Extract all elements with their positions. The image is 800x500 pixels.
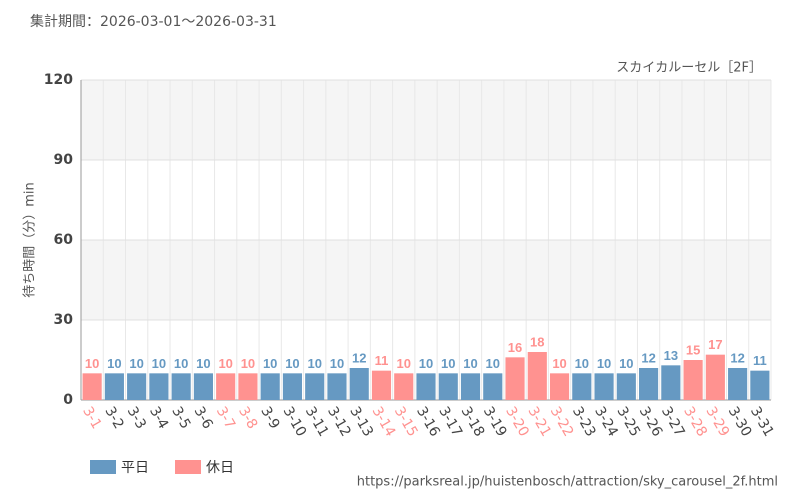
value-label: 10: [597, 356, 611, 371]
value-label: 17: [708, 337, 722, 352]
value-label: 10: [397, 356, 411, 371]
bar: [616, 373, 636, 400]
x-tick-label: 3-3: [124, 404, 149, 432]
x-tick-label: 3-8: [235, 404, 260, 432]
value-label: 10: [463, 356, 477, 371]
bar: [394, 373, 414, 400]
bar: [171, 373, 191, 400]
value-label: 10: [218, 356, 232, 371]
y-tick-label: 120: [44, 72, 73, 88]
bar: [728, 368, 748, 400]
bar: [460, 373, 481, 400]
value-label: 10: [85, 356, 99, 371]
value-label: 10: [129, 356, 143, 371]
legend-label: 休日: [206, 460, 234, 476]
legend-swatch: [90, 460, 116, 474]
bar: [505, 357, 525, 400]
y-tick-label: 0: [63, 392, 73, 408]
value-label: 12: [352, 350, 366, 365]
bar: [305, 373, 325, 400]
value-label: 11: [375, 353, 389, 368]
value-label: 10: [575, 356, 589, 371]
bar: [349, 368, 369, 400]
bar: [572, 373, 592, 400]
bar: [104, 373, 124, 400]
value-label: 13: [664, 348, 678, 363]
y-tick-label: 90: [54, 152, 74, 168]
y-tick-label: 30: [54, 312, 74, 328]
bar: [661, 365, 681, 400]
chart-subtitle: スカイカルーセル［2F］: [616, 61, 762, 76]
bar: [82, 373, 102, 400]
legend-label: 平日: [121, 460, 149, 476]
x-tick-label: 3-9: [257, 404, 282, 432]
value-label: 10: [174, 356, 188, 371]
value-label: 15: [686, 342, 700, 357]
bar: [705, 354, 725, 400]
bar: [594, 373, 614, 400]
legend-swatch: [175, 460, 201, 474]
bar: [282, 373, 303, 400]
bar: [639, 368, 659, 400]
bar: [193, 373, 213, 400]
bar: [260, 373, 280, 400]
value-label: 10: [241, 356, 255, 371]
x-tick-label: 3-5: [168, 404, 193, 432]
x-tick-label: 3-31: [747, 404, 777, 440]
value-label: 10: [285, 356, 299, 371]
bar: [683, 360, 703, 400]
value-label: 11: [753, 353, 767, 368]
bar: [549, 373, 570, 400]
bar: [750, 370, 770, 400]
x-tick-label: 3-2: [101, 404, 126, 432]
value-label: 10: [330, 356, 344, 371]
value-label: 10: [263, 356, 277, 371]
plot-band: [81, 240, 771, 320]
value-label: 12: [730, 350, 744, 365]
chart-title: 集計期間：2026-03-01～2026-03-31: [30, 13, 277, 30]
value-label: 18: [530, 334, 544, 349]
value-label: 10: [486, 356, 500, 371]
x-tick-label: 3-6: [190, 404, 215, 432]
bar: [438, 373, 458, 400]
x-tick-label: 3-1: [79, 404, 104, 432]
bar: [327, 373, 347, 400]
bar: [216, 373, 236, 400]
bar: [127, 373, 147, 400]
bar: [483, 373, 503, 400]
bar: [149, 373, 169, 400]
value-label: 10: [152, 356, 166, 371]
value-label: 10: [419, 356, 433, 371]
bar: [527, 352, 547, 400]
value-label: 10: [619, 356, 633, 371]
bar: [238, 373, 258, 400]
value-label: 10: [307, 356, 321, 371]
value-label: 10: [196, 356, 210, 371]
x-tick-label: 3-4: [146, 404, 171, 432]
y-axis-label: 待ち時間（分）min: [23, 182, 38, 298]
bar: [371, 370, 392, 400]
value-label: 10: [552, 356, 566, 371]
value-label: 10: [441, 356, 455, 371]
y-tick-label: 60: [54, 232, 74, 248]
x-tick-label: 3-7: [213, 404, 238, 432]
source-url: https://parksreal.jp/huistenbosch/attrac…: [357, 475, 778, 490]
value-label: 16: [508, 340, 522, 355]
plot-band: [81, 80, 771, 160]
value-label: 10: [107, 356, 121, 371]
value-label: 12: [641, 350, 655, 365]
bar: [416, 373, 436, 400]
